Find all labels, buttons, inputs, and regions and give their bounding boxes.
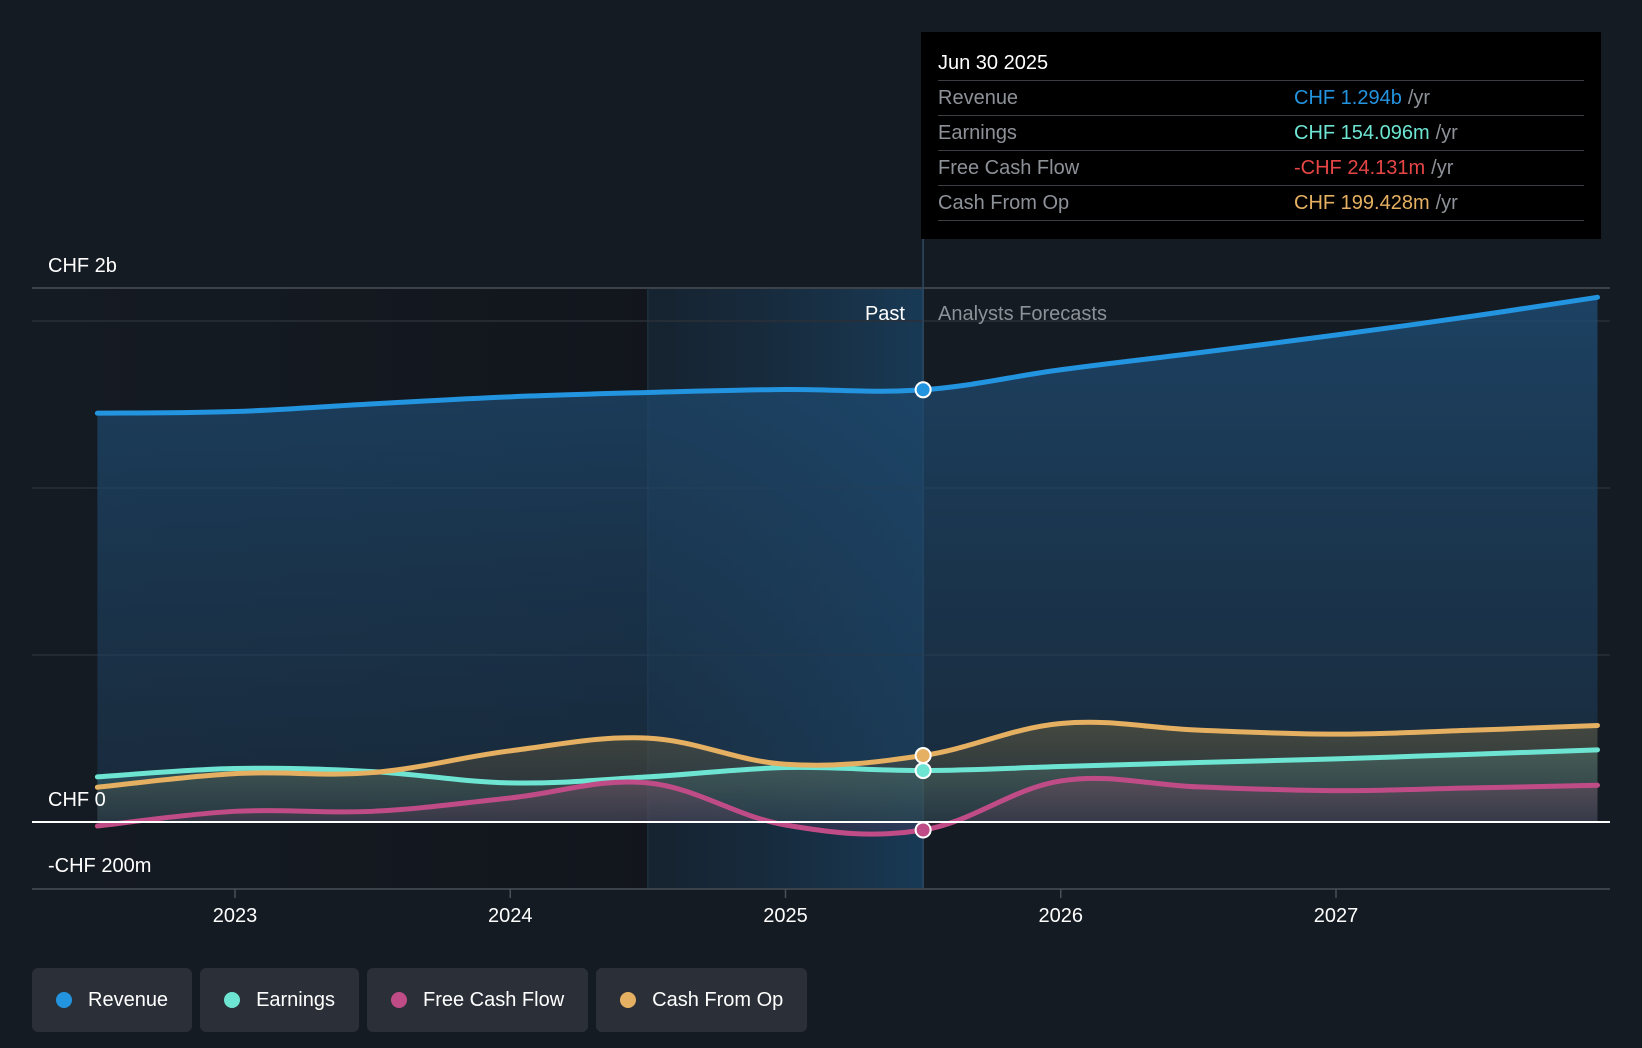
- cash-from-op-dot-icon: [620, 992, 637, 1008]
- tooltip-unit: /yr: [1435, 122, 1458, 144]
- tooltip-value: CHF 199.428m: [1294, 192, 1430, 214]
- revenue-line: [94, 294, 1600, 416]
- x-tick-label: 2023: [213, 905, 258, 927]
- legend-item-earnings[interactable]: Earnings: [200, 968, 359, 1032]
- cash-from-op-marker: [914, 747, 932, 765]
- y-tick-label-0: CHF 0: [48, 789, 106, 811]
- x-tick-label: 2027: [1314, 905, 1359, 927]
- tooltip-date: Jun 30 2025: [938, 46, 1584, 81]
- legend-label: Revenue: [88, 988, 169, 1011]
- earnings-line: [94, 747, 1600, 786]
- revenue-dot-icon: [56, 992, 72, 1008]
- tooltip-label: Revenue: [938, 87, 1019, 109]
- free-cash-flow-dot-icon: [391, 992, 407, 1008]
- tooltip: Jun 30 2025 Revenue CHF 1.294b /yr Earni…: [921, 32, 1601, 239]
- tooltip-unit: /yr: [1407, 87, 1431, 109]
- legend-item-cash-from-op[interactable]: Cash From Op: [596, 968, 808, 1032]
- tooltip-value: CHF 154.096m: [1294, 122, 1430, 144]
- x-tick-label: 2026: [1039, 905, 1084, 927]
- legend-label: Free Cash Flow: [423, 988, 565, 1011]
- free-cash-flow-marker: [914, 821, 932, 839]
- legend-label: Earnings: [256, 988, 335, 1011]
- tooltip-label: Free Cash Flow: [938, 157, 1080, 179]
- revenue-marker: [914, 381, 932, 399]
- tooltip-value: -CHF 24.131m: [1294, 157, 1426, 179]
- revenue-area: [97, 297, 1598, 822]
- tooltip-row-earnings: Earnings CHF 154.096m /yr: [938, 116, 1584, 151]
- earnings-marker: [914, 762, 932, 780]
- y-tick-label-neg200m: -CHF 200m: [48, 855, 151, 877]
- analysts-forecasts-label: Analysts Forecasts: [938, 303, 1107, 325]
- legend: Revenue Earnings Free Cash Flow Cash Fro…: [32, 968, 808, 1032]
- legend-item-revenue[interactable]: Revenue: [32, 968, 193, 1032]
- tooltip-row-free-cash-flow: Free Cash Flow -CHF 24.131m /yr: [938, 151, 1584, 186]
- tooltip-label: Cash From Op: [938, 192, 1070, 214]
- tooltip-unit: /yr: [1435, 192, 1458, 214]
- tooltip-row-revenue: Revenue CHF 1.294b /yr: [938, 81, 1584, 116]
- x-tick-label: 2025: [763, 905, 808, 927]
- earnings-dot-icon: [224, 992, 241, 1008]
- tooltip-row-cash-from-op: Cash From Op CHF 199.428m /yr: [938, 186, 1584, 221]
- tooltip-value: CHF 1.294b: [1294, 87, 1402, 109]
- x-tick-label: 2024: [488, 905, 533, 927]
- y-tick-label-2b: CHF 2b: [48, 255, 117, 277]
- tooltip-unit: /yr: [1431, 157, 1454, 179]
- legend-item-free-cash-flow[interactable]: Free Cash Flow: [367, 968, 589, 1032]
- tooltip-label: Earnings: [938, 122, 1017, 144]
- free-cash-flow-line: [94, 775, 1600, 837]
- legend-label: Cash From Op: [652, 988, 784, 1011]
- cash-from-op-area: [97, 722, 1598, 822]
- past-label: Past: [865, 303, 905, 325]
- cash-from-op-line: [94, 719, 1600, 790]
